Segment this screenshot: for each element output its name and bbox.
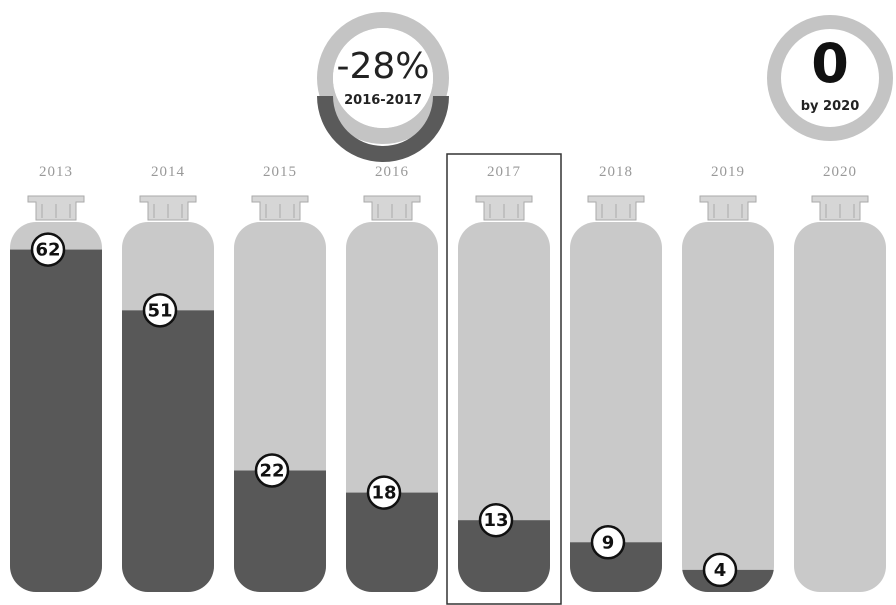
value-badge xyxy=(30,232,66,267)
data-label: 13 xyxy=(483,510,508,531)
cylinder-fill xyxy=(10,249,102,592)
x-tick-label: 2016 xyxy=(375,164,409,180)
valve xyxy=(139,195,197,221)
cylinder-body xyxy=(794,222,886,592)
cylinder-body xyxy=(570,222,662,592)
badge-value: -28% xyxy=(336,46,429,87)
cylinder-fill xyxy=(234,470,326,592)
x-tick-label: 2018 xyxy=(599,164,633,180)
value-badge xyxy=(254,453,290,488)
value-badge xyxy=(590,525,626,560)
x-tick-label: 2020 xyxy=(823,164,857,180)
x-tick-label: 2019 xyxy=(711,164,745,180)
badge-caption: 2016-2017 xyxy=(344,93,422,108)
x-tick-label: 2013 xyxy=(39,164,73,180)
valve xyxy=(251,195,309,221)
x-tick-label: 2015 xyxy=(263,164,297,180)
badge-value: 0 xyxy=(811,32,849,95)
data-label: 18 xyxy=(371,483,396,504)
data-label: 9 xyxy=(602,532,615,553)
value-badge xyxy=(142,293,178,328)
cylinder-body xyxy=(682,222,774,592)
badge-center xyxy=(782,30,878,126)
badge-ring xyxy=(317,12,449,144)
x-tick-label: 2017 xyxy=(487,164,521,180)
badge: 0 by 2020 xyxy=(767,15,893,141)
data-label: 4 xyxy=(714,560,727,581)
cylinder-fill xyxy=(122,310,214,592)
valve xyxy=(699,195,757,221)
cylinder-body xyxy=(458,222,550,592)
badge-center xyxy=(333,28,433,128)
highlight-box xyxy=(446,153,562,605)
valve xyxy=(811,195,869,221)
valve xyxy=(27,195,85,221)
data-label: 62 xyxy=(35,240,60,261)
badge-ring xyxy=(767,15,893,141)
value-badge xyxy=(366,475,402,510)
valve xyxy=(363,195,421,221)
value-badge xyxy=(478,502,514,538)
valve xyxy=(587,195,645,221)
x-tick-label: 2014 xyxy=(151,164,185,180)
data-label: 51 xyxy=(147,300,172,321)
badge-caption: by 2020 xyxy=(801,99,860,114)
value-badge xyxy=(702,552,738,588)
badge-ring-fill xyxy=(317,96,449,162)
cylinder-fill xyxy=(346,492,438,592)
badge: -28% 2016-2017 xyxy=(317,12,449,162)
valve xyxy=(475,195,533,221)
data-label: 22 xyxy=(259,461,284,482)
